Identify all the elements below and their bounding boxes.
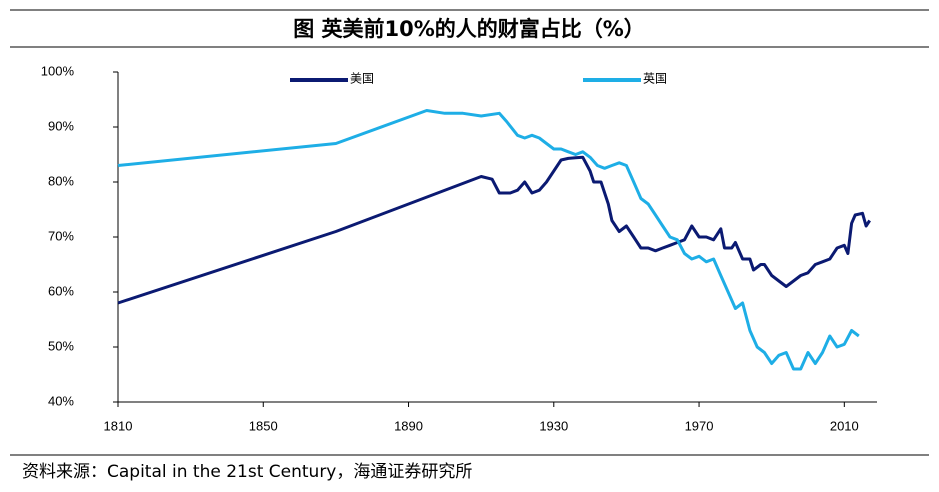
y-tick-label: 70% [48, 228, 74, 243]
x-tick-label: 1970 [685, 418, 714, 433]
source-note: 资料来源：Capital in the 21st Century，海通证券研究所 [22, 462, 472, 482]
chart-title: 图 英美前10%的人的财富占比（%） [293, 17, 645, 41]
x-tick-label: 2010 [830, 418, 859, 433]
y-tick-label: 80% [48, 173, 74, 188]
x-tick-label: 1890 [394, 418, 423, 433]
y-tick-label: 40% [48, 393, 74, 408]
legend-label: 英国 [643, 72, 667, 86]
y-tick-label: 60% [48, 283, 74, 298]
series-line [117, 155, 871, 305]
y-tick-label: 50% [48, 338, 74, 353]
x-tick-label: 1930 [539, 418, 568, 433]
x-tick-label: 1850 [249, 418, 278, 433]
legend-label: 美国 [350, 72, 374, 86]
y-tick-label: 90% [48, 118, 74, 133]
x-tick-label: 1810 [104, 418, 133, 433]
series-line [117, 109, 860, 371]
y-tick-label: 100% [41, 63, 75, 78]
